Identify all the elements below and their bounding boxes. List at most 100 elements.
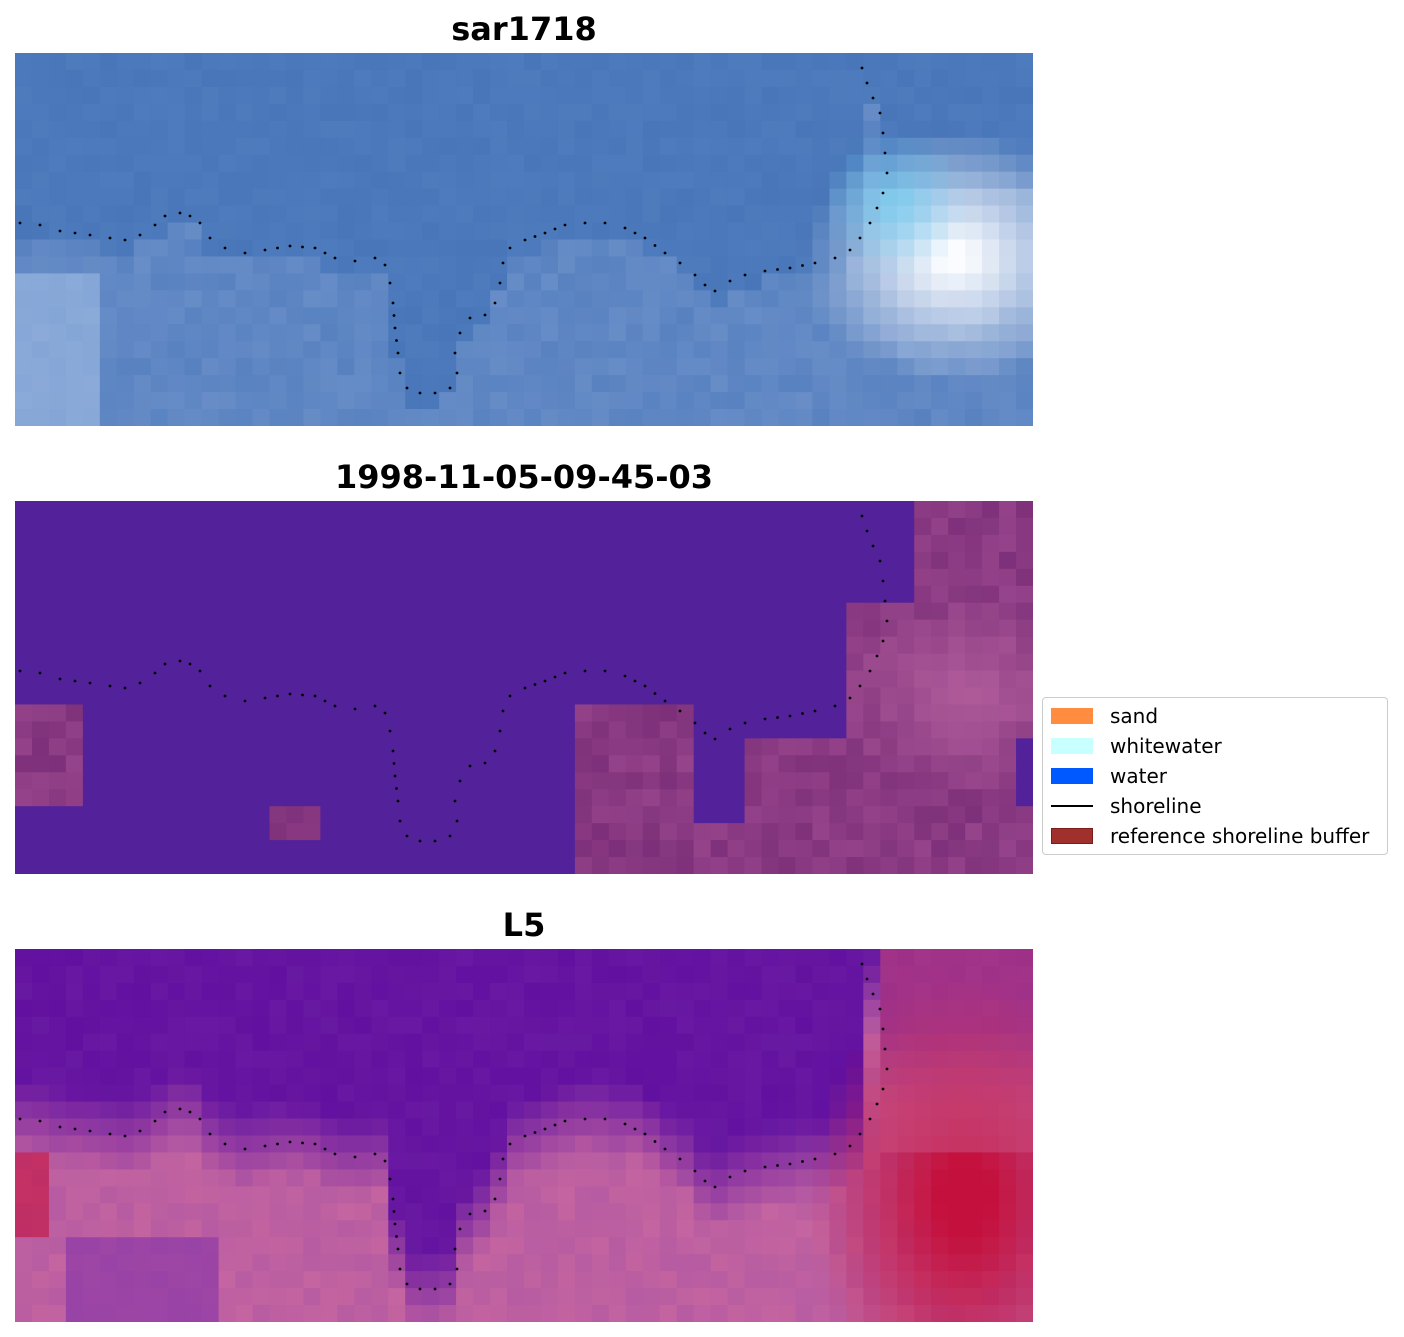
pixel-cell — [167, 375, 186, 393]
pixel-cell — [931, 789, 949, 807]
pixel-cell — [354, 1237, 372, 1255]
pixel-cell — [863, 1033, 881, 1052]
pixel-cell — [337, 982, 355, 1001]
pixel-cell — [473, 636, 491, 655]
pixel-cell — [252, 53, 271, 71]
pixel-cell — [320, 409, 338, 426]
pixel-cell — [693, 534, 712, 553]
pixel-cell — [676, 1016, 695, 1035]
pixel-cell — [659, 256, 678, 274]
pixel-cell — [897, 568, 915, 587]
pixel-cell — [880, 999, 898, 1018]
pixel-cell — [99, 273, 118, 291]
pixel-cell — [201, 585, 220, 604]
pixel-cell — [65, 738, 84, 756]
pixel-cell — [422, 1152, 440, 1170]
pixel-cell — [914, 1084, 932, 1103]
pixel-cell — [15, 1271, 33, 1289]
pixel-cell — [371, 857, 389, 874]
pixel-cell — [914, 857, 932, 874]
pixel-cell — [829, 999, 847, 1018]
pixel-cell — [303, 273, 321, 291]
pixel-cell — [15, 239, 33, 258]
shoreline-point — [453, 351, 457, 355]
pixel-cell — [761, 1271, 780, 1289]
pixel-cell — [524, 69, 542, 88]
pixel-cell — [863, 1203, 881, 1221]
shoreline-point — [458, 1227, 462, 1231]
pixel-cell — [880, 585, 898, 604]
pixel-cell — [388, 755, 406, 773]
shoreline-point — [163, 662, 167, 666]
pixel-cell — [405, 341, 423, 359]
pixel-cell — [116, 1016, 135, 1035]
pixel-cell — [439, 857, 457, 874]
pixel-cell — [846, 1033, 864, 1052]
pixel-cell — [422, 568, 440, 587]
pixel-cell — [218, 1152, 237, 1170]
pixel-cell — [1016, 120, 1033, 139]
pixel-cell — [659, 324, 678, 342]
pixel-cell — [31, 188, 50, 207]
pixel-cell — [727, 789, 746, 807]
pixel-cell — [999, 1220, 1017, 1238]
pixel-cell — [948, 636, 966, 655]
pixel-cell — [490, 806, 508, 824]
pixel-cell — [965, 999, 983, 1018]
pixel-cell — [354, 1118, 372, 1137]
pixel-cell — [184, 721, 203, 739]
pixel-cell — [608, 653, 627, 672]
pixel-cell — [252, 602, 271, 621]
pixel-cell — [388, 721, 406, 739]
pixel-cell — [676, 324, 695, 342]
pixel-cell — [778, 653, 797, 672]
legend-item-water: water — [1051, 764, 1167, 788]
pixel-cell — [303, 704, 321, 722]
pixel-cell — [31, 1118, 50, 1137]
pixel-cell — [829, 324, 847, 342]
pixel-cell — [218, 806, 237, 824]
pixel-cell — [252, 501, 271, 519]
pixel-cell — [31, 738, 50, 756]
pixel-cell — [490, 517, 508, 536]
pixel-cell — [167, 1067, 186, 1086]
legend-label: shoreline — [1110, 794, 1202, 818]
pixel-cell — [371, 840, 389, 858]
pixel-cell — [303, 1203, 321, 1221]
pixel-cell — [897, 188, 915, 207]
pixel-cell — [778, 1271, 797, 1289]
shoreline-point — [508, 1142, 512, 1146]
pixel-cell — [218, 188, 237, 207]
pixel-cell — [744, 1101, 763, 1120]
pixel-cell — [778, 687, 797, 706]
pixel-cell — [184, 1135, 203, 1154]
pixel-cell — [676, 1050, 695, 1069]
pixel-cell — [591, 1220, 610, 1238]
pixel-cell — [31, 358, 50, 376]
pixel-cell — [116, 1101, 135, 1120]
pixel-cell — [150, 721, 169, 739]
pixel-cell — [252, 653, 271, 672]
pixel-cell — [507, 1271, 525, 1289]
pixel-cell — [676, 704, 695, 722]
pixel-cell — [914, 256, 932, 274]
pixel-cell — [625, 568, 644, 587]
pixel-cell — [999, 965, 1017, 984]
pixel-cell — [744, 1152, 763, 1170]
pixel-cell — [727, 1237, 746, 1255]
pixel-cell — [15, 358, 33, 376]
pixel-cell — [931, 137, 949, 156]
shoreline-point — [418, 1287, 422, 1291]
pixel-cell — [490, 949, 508, 967]
pixel-cell — [371, 636, 389, 655]
pixel-cell — [608, 120, 627, 139]
pixel-cell — [812, 409, 830, 426]
pixel-cell — [286, 1084, 305, 1103]
pixel-cell — [727, 1152, 746, 1170]
pixel-cell — [320, 1271, 338, 1289]
pixel-cell — [931, 222, 949, 241]
pixel-cell — [167, 806, 186, 824]
pixel-cell — [31, 806, 50, 824]
pixel-cell — [456, 738, 474, 756]
pixel-cell — [846, 501, 864, 519]
